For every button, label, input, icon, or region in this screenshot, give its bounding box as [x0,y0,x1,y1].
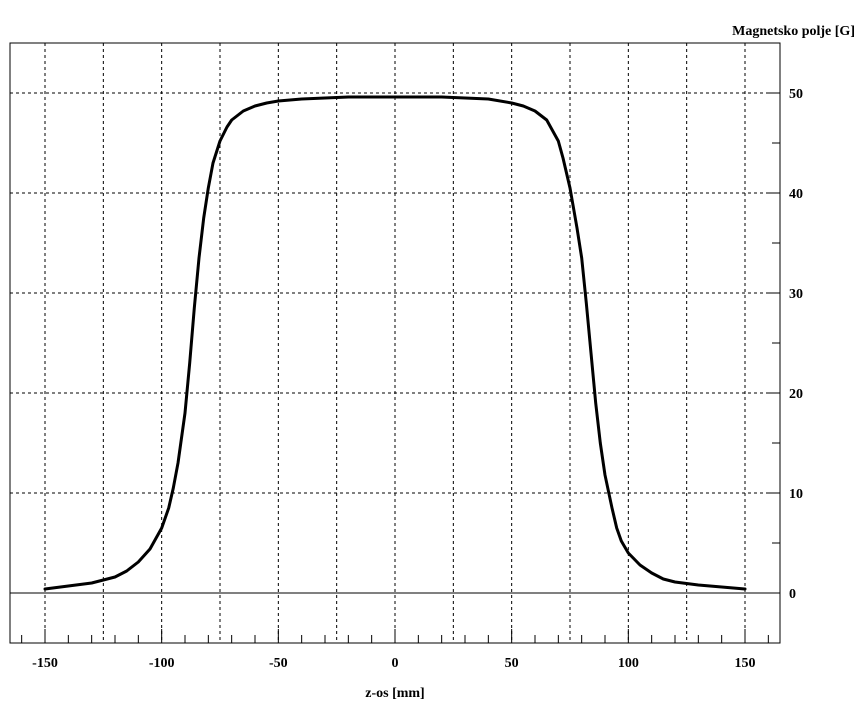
series-line-0 [43,95,747,591]
axis-ticks [21,42,780,644]
grid [10,43,780,643]
x-tick-label: 0 [392,656,399,671]
y-tick-label: 0 [789,587,796,602]
plot-frame [9,42,781,644]
y-tick-label: 50 [789,87,803,102]
x-axis-title: z-os [mm] [365,686,424,701]
x-tick-label: -50 [269,656,288,671]
series-layer [43,95,747,591]
x-tick-label: 100 [618,656,639,671]
x-tick-label: 150 [735,656,756,671]
tick-labels: -150 -100 -50 0 50 100 150 0 10 20 30 40 50 [32,87,803,671]
x-tick-label: -100 [149,656,175,671]
y-tick-label: 40 [789,187,803,202]
x-tick-label: -150 [32,656,58,671]
y-axis-title: Magnetsko polje [G] [732,24,855,39]
x-tick-label: 50 [505,656,519,671]
y-tick-label: 30 [789,287,803,302]
y-tick-label: 20 [789,387,803,402]
y-tick-label: 10 [789,487,803,502]
